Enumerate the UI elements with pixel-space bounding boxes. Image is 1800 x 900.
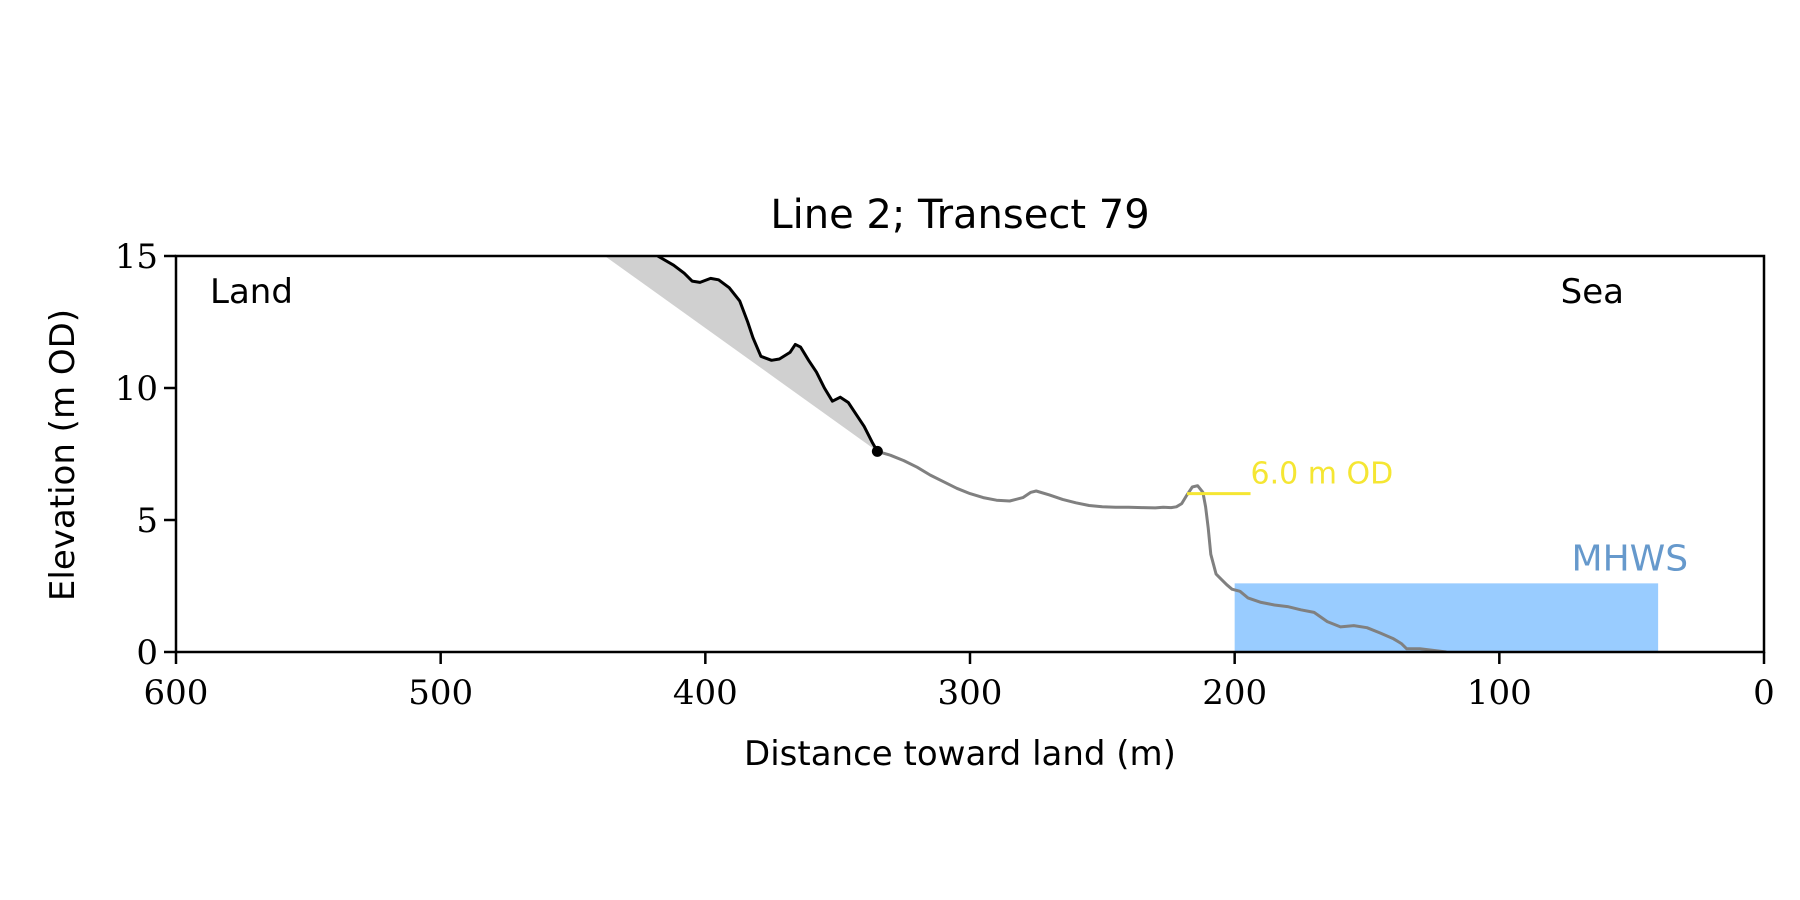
y-tick-label: 5 — [136, 501, 158, 541]
profile-line — [876, 449, 1447, 652]
y-tick-label: 10 — [115, 369, 158, 409]
mhws-label: MHWS — [1572, 538, 1689, 579]
x-tick-label: 0 — [1753, 673, 1775, 713]
x-axis: 600 500 400 300 200 100 0 — [144, 652, 1775, 713]
x-tick-label: 600 — [144, 673, 209, 713]
land-label: Land — [210, 272, 293, 312]
x-tick-label: 200 — [1202, 673, 1267, 713]
x-tick-label: 100 — [1467, 673, 1532, 713]
y-tick-label: 15 — [115, 237, 158, 277]
x-tick-label: 400 — [673, 673, 738, 713]
plot-area: 6.0 m OD MHWS — [604, 256, 1689, 652]
sea-label: Sea — [1561, 272, 1624, 312]
chart-title: Line 2; Transect 79 — [770, 192, 1149, 238]
od-level-label: 6.0 m OD — [1251, 457, 1394, 492]
cliff-base-marker — [871, 445, 883, 457]
cliff-area-fill — [604, 256, 878, 452]
mhws-band — [1234, 583, 1659, 652]
y-axis-label: Elevation (m OD) — [43, 309, 83, 601]
x-axis-label: Distance toward land (m) — [744, 734, 1176, 774]
y-axis: 0 5 10 15 — [115, 237, 176, 673]
x-tick-label: 500 — [408, 673, 473, 713]
y-tick-label: 0 — [136, 633, 158, 673]
cliff-line — [656, 256, 879, 453]
x-tick-label: 300 — [938, 673, 1003, 713]
